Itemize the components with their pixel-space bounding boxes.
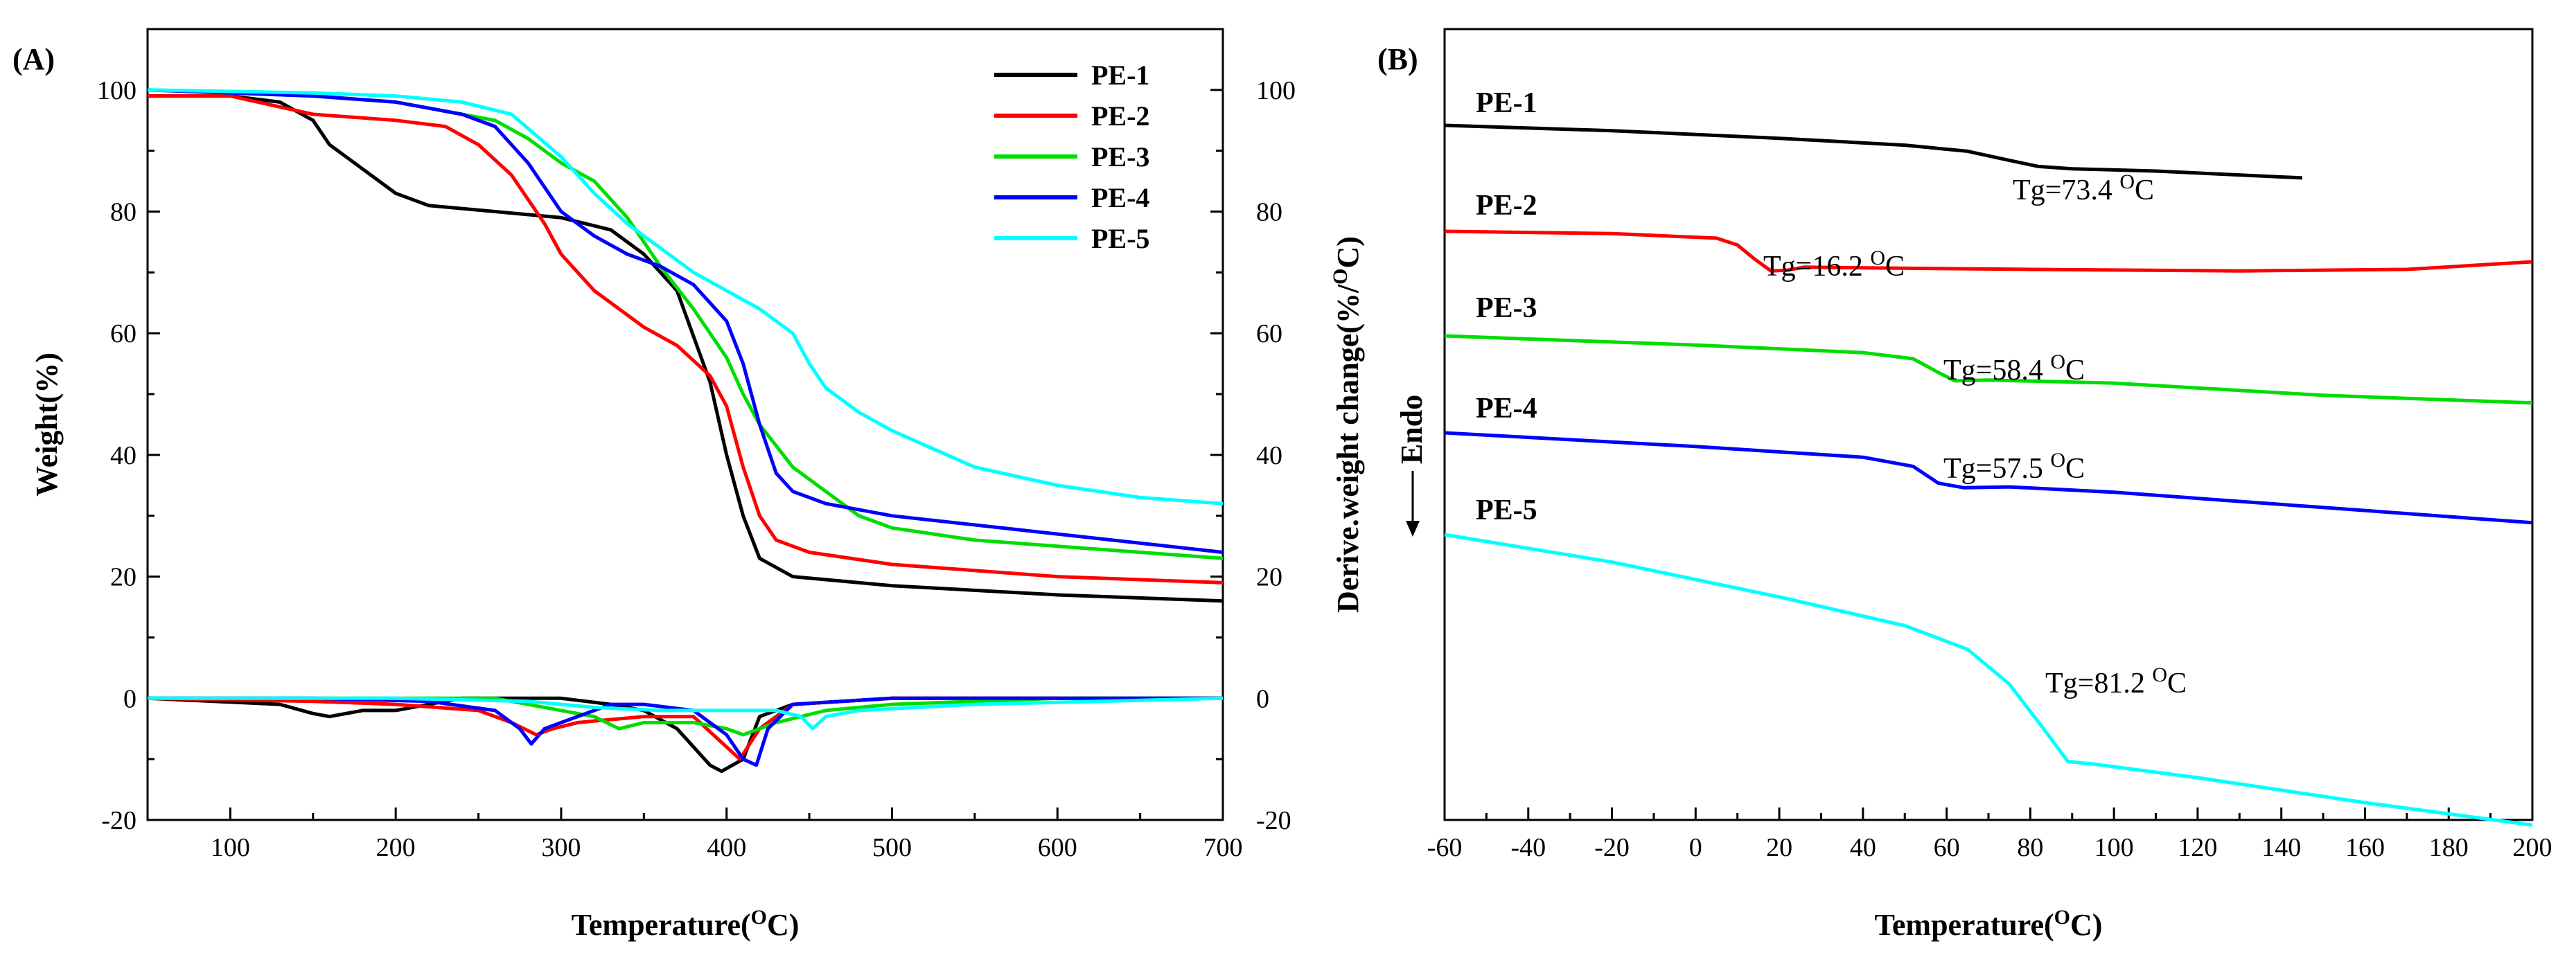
x-tick-label: 80: [2017, 833, 2043, 862]
dsc-line-pe-5: [1444, 533, 2533, 827]
legend-label-pe-1: PE-1: [1091, 60, 1149, 91]
x-tick-label: -60: [1427, 833, 1463, 862]
dsc-label-pe-4: PE-4: [1476, 393, 1537, 425]
x-tick-label: 200: [2513, 833, 2552, 862]
x-tick-label: 160: [2345, 833, 2385, 862]
dsc-label-pe-3: PE-3: [1476, 292, 1537, 324]
panel-b-x-axis: -60 -40 -20 0 20 40 60 80 100 120 140 160 180 200: [1427, 807, 2552, 862]
x-tick-label: 600: [1038, 833, 1077, 862]
tg-annotation-pe-4: Tg=57.5 OC: [1943, 449, 2085, 485]
panel-b-x-axis-title: Temperature(OC): [1875, 906, 2103, 942]
dtg-line-pe-1: [147, 696, 1223, 774]
y-tick-label: 0: [123, 684, 136, 713]
y-tick-label: 20: [110, 563, 136, 592]
legend-label-pe-4: PE-4: [1091, 182, 1149, 213]
y2-tick-label: 60: [1256, 319, 1282, 348]
tga-line-pe-2: [148, 94, 1224, 584]
tg-annotation-pe-3: Tg=58.4 OC: [1943, 350, 2085, 386]
endo-indicator: Endo: [1395, 395, 1429, 537]
x-tick-label: 100: [2094, 833, 2134, 862]
panel-a-y-axis-title: Weight(%): [30, 352, 64, 497]
panel-b-series: PE-1 Tg=73.4 OC PE-2 Tg=16.2 OC PE-3 Tg=58.4 …: [1444, 87, 2533, 827]
x-tick-label: 200: [376, 833, 416, 862]
tga-line-pe-3: [147, 88, 1224, 560]
x-tick-label: 60: [1934, 833, 1960, 862]
x-tick-label: -20: [1594, 833, 1630, 862]
legend-label-pe-5: PE-5: [1091, 223, 1149, 254]
x-tick-label: 100: [211, 833, 250, 862]
y-tick-label: 100: [97, 76, 136, 105]
y2-tick-label: 40: [1256, 441, 1282, 470]
x-tick-label: 180: [2429, 833, 2469, 862]
endo-arrow-head: [1406, 521, 1420, 537]
tga-line-pe-1: [148, 94, 1224, 603]
y-tick-label: 40: [110, 441, 136, 470]
x-tick-label: 300: [541, 833, 581, 862]
tg-annotation-pe-2: Tg=16.2 OC: [1763, 247, 1905, 283]
panel-a-x-axis: 100 200 300 400 500 600 700: [146, 807, 1243, 862]
y2-tick-label: 20: [1256, 563, 1282, 592]
legend-label-pe-2: PE-2: [1091, 100, 1149, 132]
y-tick-label: 80: [110, 198, 136, 227]
tg-annotation-pe-5: Tg=81.2 OC: [2045, 663, 2187, 699]
dtg-line-pe-2: [147, 696, 1223, 761]
panel-a-legend: PE-1 PE-2 PE-3 PE-4 PE-5: [994, 60, 1149, 254]
dsc-line-pe-1: [1444, 123, 2303, 180]
x-tick-label: -40: [1510, 833, 1546, 862]
legend-label-pe-3: PE-3: [1091, 141, 1149, 172]
dtg-line-pe-4: [148, 696, 1223, 767]
dsc-label-pe-1: PE-1: [1476, 87, 1537, 119]
panel-a-right-y-axis: -20 0 20 40 60 80 100: [1210, 28, 1296, 835]
panel-a-frame: [146, 28, 1224, 821]
x-tick-label: 500: [872, 833, 912, 862]
x-tick-label: 700: [1203, 833, 1243, 862]
x-tick-label: 0: [1689, 833, 1702, 862]
dsc-line-pe-3: [1444, 334, 2533, 405]
endo-label: Endo: [1395, 395, 1429, 464]
panel-a-right-y-axis-title: Derive.weight change(%/OC): [1329, 236, 1365, 613]
panel-b-frame: [1443, 28, 2534, 821]
y2-tick-label: -20: [1256, 806, 1291, 835]
panel-b-dsc: (B) Derive.weight change(%/OC) Endo -60-…: [1329, 28, 2552, 942]
dsc-line-pe-2: [1444, 229, 2533, 273]
tg-annotation-pe-1: Tg=73.4 OC: [2013, 170, 2154, 206]
x-tick-label: 140: [2261, 833, 2301, 862]
x-tick-label: 20: [1766, 833, 1792, 862]
panel-a-x-axis-title: Temperature(OC): [572, 906, 800, 942]
panel-a-series: [147, 88, 1224, 774]
x-tick-label: 40: [1850, 833, 1876, 862]
y2-tick-label: 80: [1256, 198, 1282, 227]
panel-b-label: (B): [1377, 42, 1418, 76]
x-tick-label: 120: [2178, 833, 2217, 862]
panel-a-left-y-axis: -20 0 20 40 60 80 100: [97, 28, 160, 835]
tga-line-pe-5: [147, 88, 1224, 506]
tga-line-pe-4: [147, 88, 1224, 554]
y2-tick-label: 100: [1256, 76, 1296, 105]
dsc-label-pe-5: PE-5: [1476, 494, 1537, 526]
x-tick-label: 400: [707, 833, 746, 862]
y-tick-label: 60: [110, 319, 136, 348]
dsc-line-pe-4: [1444, 431, 2533, 525]
panel-a-tga-dtg: (A) 100 200 300 400 500 600 700 -2002040608010…: [12, 28, 1296, 942]
y-tick-label: -20: [101, 806, 136, 835]
y2-tick-label: 0: [1256, 684, 1269, 713]
dtg-line-pe-5: [148, 696, 1224, 731]
panel-a-label: (A): [12, 42, 55, 76]
dsc-label-pe-2: PE-2: [1476, 190, 1537, 222]
